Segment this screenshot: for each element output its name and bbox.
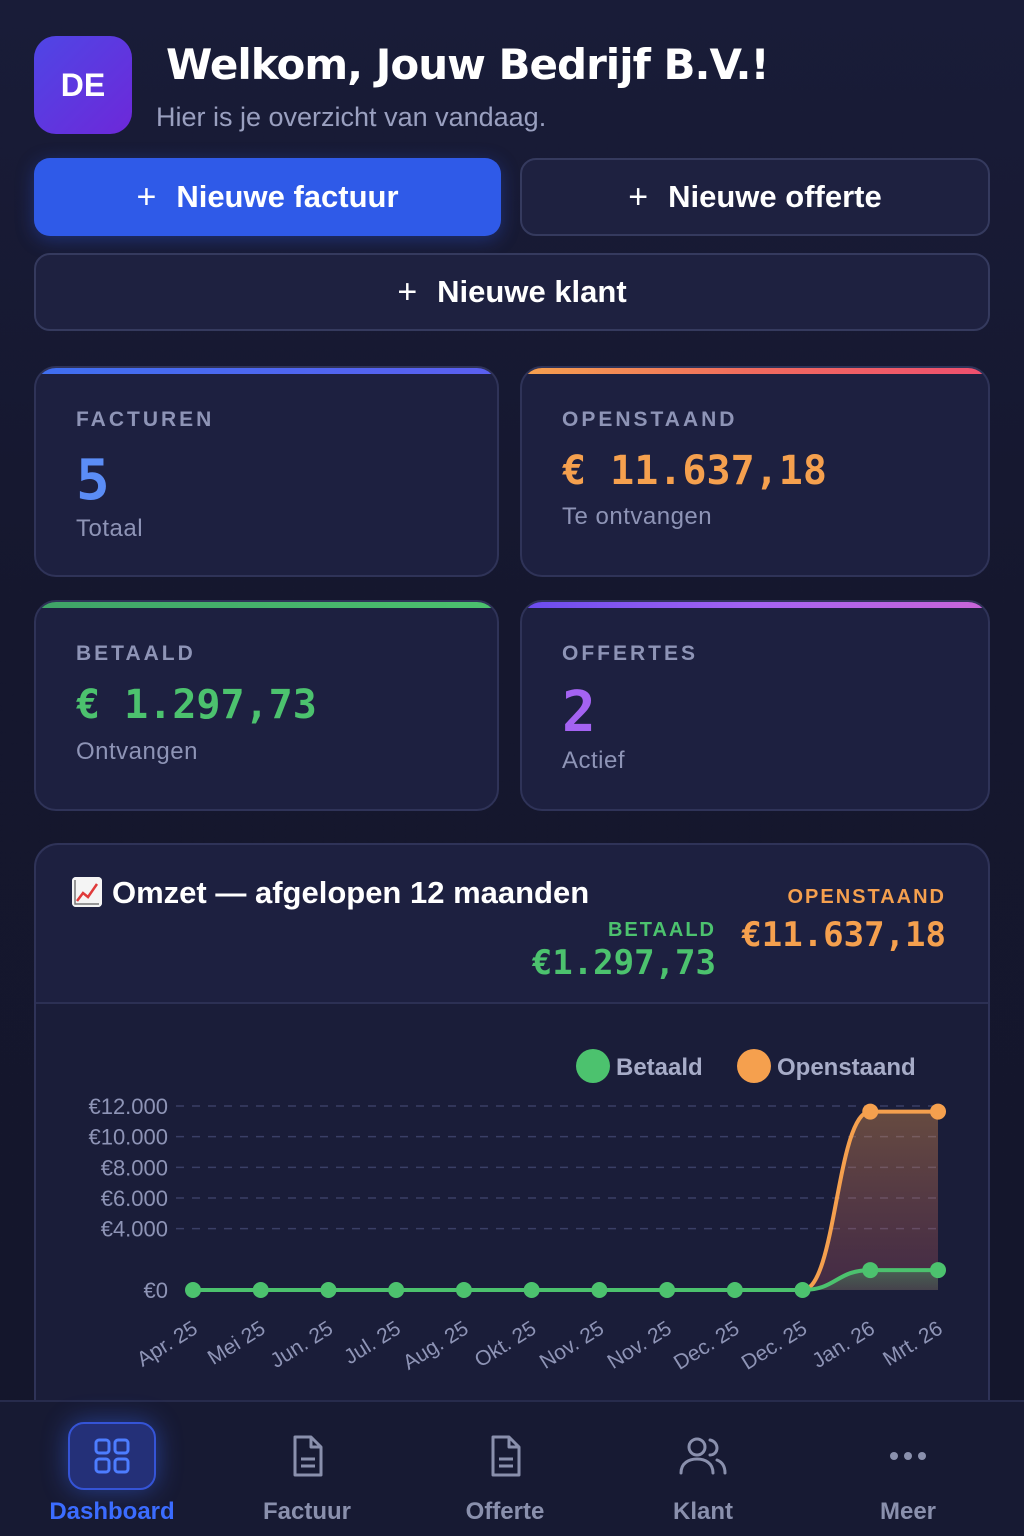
plus-icon: +	[397, 272, 418, 311]
stat-card-invoices[interactable]: FACTUREN 5 Totaal	[34, 366, 499, 577]
nav-label: Offerte	[465, 1498, 545, 1525]
data-point-openstaand	[862, 1103, 879, 1120]
x-tick-label: Okt. 25	[471, 1317, 541, 1372]
x-tick-label: Mei 25	[204, 1317, 270, 1370]
x-tick-label: Jan. 26	[808, 1317, 879, 1373]
avatar[interactable]: DE	[34, 36, 132, 134]
data-point-betaald	[185, 1282, 201, 1298]
x-tick-label: Mrt. 26	[879, 1317, 947, 1371]
stat-caption: Te ontvangen	[562, 503, 713, 530]
y-tick-label: €6.000	[101, 1186, 168, 1211]
data-point-openstaand	[930, 1103, 946, 1120]
nav-quote[interactable]: Offerte	[415, 1402, 595, 1536]
bottom-nav: Dashboard Factuur Offerte Klant	[0, 1400, 1024, 1536]
series-area-openstaand	[802, 1111, 938, 1290]
outstanding-total-value: €11.637,18	[741, 915, 946, 955]
stat-value: 2	[562, 680, 596, 745]
file-icon	[461, 1422, 549, 1490]
new-quote-label: Nieuwe offerte	[668, 179, 882, 214]
y-tick-label: €4.000	[101, 1217, 168, 1242]
data-point-betaald	[930, 1262, 946, 1279]
data-point-betaald	[455, 1282, 472, 1298]
nav-client[interactable]: Klant	[613, 1402, 793, 1536]
dashboard-icon	[68, 1422, 156, 1490]
data-point-betaald	[388, 1282, 405, 1298]
data-point-betaald	[591, 1282, 608, 1298]
revenue-chart-title: Omzet — afgelopen 12 maanden	[72, 875, 589, 911]
x-tick-label: Dec. 25	[670, 1317, 744, 1375]
plus-icon: +	[136, 177, 157, 216]
stat-value: € 1.297,73	[76, 682, 317, 728]
revenue-line-chart: Betaald Openstaand €12.000 €10.000 €8.000 €6…	[88, 1049, 947, 1375]
data-point-betaald	[523, 1282, 540, 1298]
x-tick-label: Nov. 25	[603, 1317, 675, 1374]
x-tick-label: Nov. 25	[536, 1317, 608, 1374]
nav-dashboard[interactable]: Dashboard	[22, 1402, 202, 1536]
data-point-betaald	[726, 1282, 743, 1298]
nav-label: Factuur	[262, 1498, 351, 1525]
stat-card-quotes[interactable]: OFFERTES 2 Actief	[520, 600, 990, 811]
document-icon	[263, 1422, 351, 1490]
new-invoice-label: Nieuwe factuur	[176, 179, 399, 214]
data-point-betaald	[320, 1282, 337, 1298]
stat-label: OPENSTAAND	[562, 408, 738, 431]
legend-marker	[737, 1049, 771, 1083]
paid-total-value: €1.297,73	[531, 943, 716, 983]
nav-label: Klant	[673, 1498, 733, 1525]
stat-caption: Ontvangen	[76, 738, 198, 765]
stat-caption: Totaal	[76, 515, 144, 542]
new-quote-button[interactable]: + Nieuwe offerte	[520, 158, 990, 236]
stat-card-outstanding[interactable]: OPENSTAAND € 11.637,18 Te ontvangen	[520, 366, 990, 577]
revenue-title-text: Omzet — afgelopen 12 maanden	[112, 875, 590, 910]
card-accent-bar	[522, 602, 988, 608]
header: DE Welkom, Jouw Bedrijf B.V.! Hier is je…	[34, 36, 994, 136]
data-point-betaald	[794, 1282, 811, 1298]
series-line-openstaand	[802, 1109, 938, 1292]
y-tick-label: €10.000	[88, 1125, 168, 1150]
x-tick-label: Apr. 25	[133, 1317, 202, 1372]
plus-icon: +	[628, 177, 649, 216]
card-accent-bar	[36, 368, 497, 374]
outstanding-total-label: OPENSTAAND	[787, 886, 946, 908]
data-point-betaald	[659, 1282, 676, 1298]
revenue-chart-card: Omzet — afgelopen 12 maanden BETAALD €1.…	[34, 843, 990, 1443]
y-tick-label: €8.000	[101, 1155, 168, 1180]
stat-card-paid[interactable]: BETAALD € 1.297,73 Ontvangen	[34, 600, 499, 811]
chart-divider	[36, 1002, 988, 1004]
stat-label: FACTUREN	[76, 408, 215, 431]
nav-invoice[interactable]: Factuur	[217, 1402, 397, 1536]
stat-caption: Actief	[562, 747, 626, 774]
welcome-subtitle: Hier is je overzicht van vandaag.	[156, 102, 547, 132]
stat-value: € 11.637,18	[562, 448, 827, 494]
stat-value: 5	[76, 448, 110, 513]
chart-trend-icon	[72, 877, 102, 907]
nav-label: Meer	[879, 1498, 937, 1525]
new-client-label: Nieuwe klant	[437, 274, 627, 309]
data-point-betaald	[862, 1262, 879, 1279]
y-tick-label: €12.000	[88, 1094, 168, 1119]
more-icon	[864, 1422, 952, 1490]
new-client-button[interactable]: + Nieuwe klant	[34, 253, 990, 331]
legend-label: Betaald	[616, 1054, 703, 1081]
new-invoice-button[interactable]: + Nieuwe factuur	[34, 158, 501, 236]
data-point-betaald	[252, 1282, 269, 1298]
card-accent-bar	[522, 368, 988, 374]
chart-area: Betaald Openstaand €12.000 €10.000 €8.000 €6…	[36, 1004, 988, 1441]
y-tick-label: €0	[144, 1278, 168, 1303]
x-tick-label: Jun. 25	[266, 1317, 337, 1373]
welcome-title: Welkom, Jouw Bedrijf B.V.!	[166, 40, 770, 89]
nav-more[interactable]: Meer	[818, 1402, 998, 1536]
stat-label: BETAALD	[76, 642, 196, 665]
x-tick-label: Dec. 25	[738, 1317, 812, 1375]
card-accent-bar	[36, 602, 497, 608]
x-tick-label: Jul. 25	[340, 1317, 405, 1369]
x-tick-label: Aug. 25	[399, 1317, 473, 1375]
stat-label: OFFERTES	[562, 642, 699, 665]
legend-marker	[576, 1049, 610, 1083]
paid-total-label: BETAALD	[607, 919, 716, 941]
nav-label: Dashboard	[49, 1498, 175, 1525]
users-icon	[659, 1422, 747, 1490]
legend-label: Openstaand	[777, 1054, 916, 1081]
